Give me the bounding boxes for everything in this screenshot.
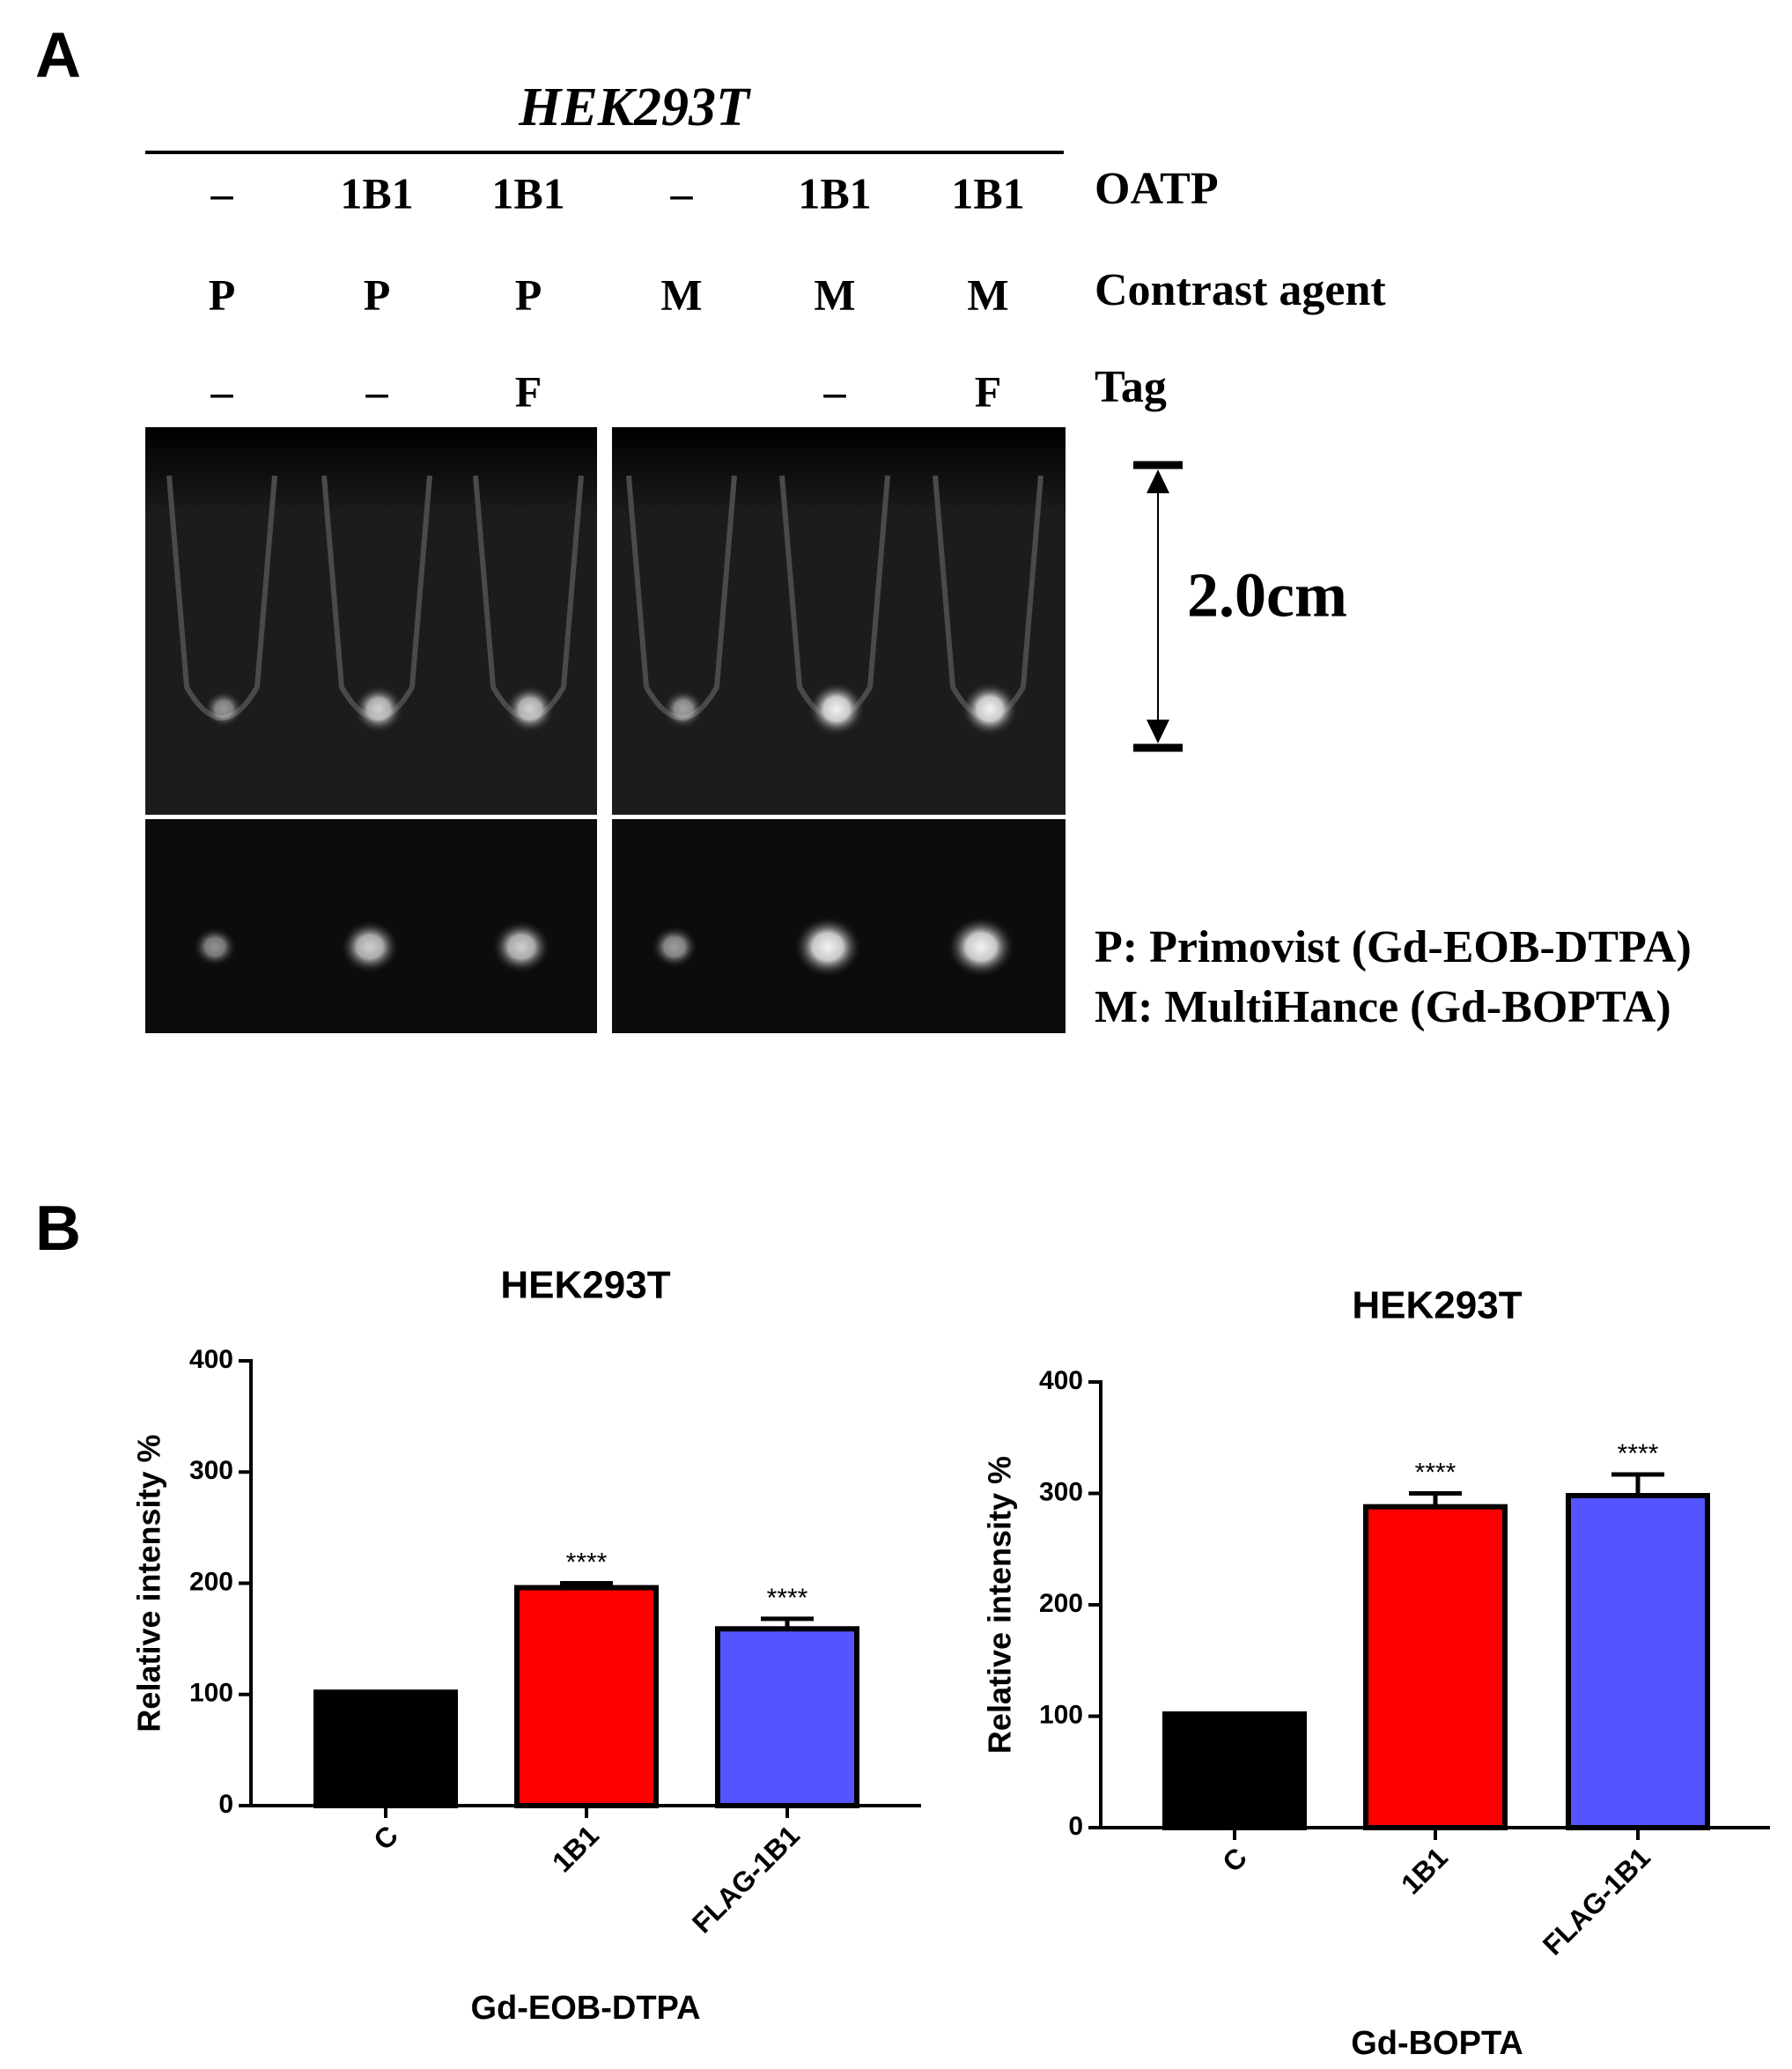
tube-signal	[505, 684, 556, 734]
spot-signal	[793, 916, 862, 978]
y-tick-label: 200	[1039, 1589, 1083, 1618]
bar	[1363, 1504, 1508, 1831]
chart-title: HEK293T	[500, 1264, 670, 1307]
tube-signal	[353, 684, 404, 734]
legend-entry: M: MultiHance (Gd-BOPTA)	[1095, 982, 1671, 1032]
cell-label: M	[967, 270, 1008, 319]
spot-signal	[491, 920, 551, 973]
y-tick-label: 200	[189, 1567, 233, 1596]
x-tick-label: FLAG-1B1	[1537, 1841, 1656, 1961]
cell-label: 1B1	[951, 168, 1024, 218]
bar	[1566, 1493, 1710, 1831]
row-label: Tag	[1095, 362, 1167, 412]
bar	[1162, 1711, 1307, 1830]
y-tick-label: 100	[1039, 1700, 1083, 1729]
cell-label: P	[209, 270, 236, 319]
bar	[313, 1689, 458, 1808]
chart-title: HEK293T	[1352, 1284, 1522, 1327]
row-label: Contrast agent	[1095, 265, 1386, 315]
spot-signal	[947, 916, 1015, 978]
y-tick-label: 100	[189, 1679, 233, 1708]
cell-label: P	[515, 270, 542, 319]
x-tick-label: C	[1216, 1841, 1253, 1878]
y-tick-label: 0	[1068, 1812, 1083, 1841]
y-tick-label: 400	[189, 1345, 233, 1374]
cell-label: P	[364, 270, 391, 319]
significance: ****	[767, 1584, 808, 1613]
significance: ****	[1618, 1439, 1659, 1468]
panel-label: A	[35, 20, 81, 91]
cell-label: –	[210, 366, 234, 416]
x-tick-label: 1B1	[1395, 1841, 1454, 1900]
tube-caps	[145, 427, 597, 511]
panel-title: HEK293T	[518, 78, 751, 137]
spot-signal	[651, 926, 698, 968]
tubes	[166, 475, 1043, 978]
tube-signal	[808, 682, 866, 736]
y-tick-label: 300	[189, 1456, 233, 1485]
x-tick-label: 1B1	[546, 1819, 605, 1878]
x-tick-label: FLAG-1B1	[686, 1819, 806, 1939]
panel-label: B	[35, 1193, 81, 1264]
cell-label: 1B1	[798, 168, 871, 218]
y-axis-label: Relative intensity %	[982, 1456, 1018, 1754]
cell-label: –	[823, 366, 847, 416]
bar	[715, 1626, 859, 1808]
cell-label: M	[814, 270, 855, 319]
cell-label: M	[660, 270, 702, 319]
x-axis-label: Gd-BOPTA	[1351, 2025, 1523, 2062]
scale-label: 2.0cm	[1187, 560, 1347, 631]
legend-entry: P: Primovist (Gd-EOB-DTPA)	[1095, 922, 1692, 972]
cell-label: 1B1	[340, 168, 413, 218]
tube-signal	[662, 689, 704, 729]
tube-signal	[203, 690, 244, 728]
y-tick-label: 400	[1039, 1366, 1083, 1395]
cell-label: –	[670, 168, 694, 218]
tube-signal	[961, 682, 1019, 736]
cell-label: –	[210, 168, 234, 218]
spot-signal	[193, 927, 237, 967]
arrow-head	[1147, 469, 1169, 493]
significance: ****	[566, 1548, 608, 1577]
bar	[514, 1585, 659, 1809]
x-tick-label: C	[367, 1819, 404, 1856]
y-axis-label: Relative intensity %	[131, 1434, 167, 1732]
cell-label: F	[515, 366, 542, 416]
row-label: OATP	[1095, 164, 1219, 214]
y-tick-label: 0	[218, 1790, 233, 1819]
mr-images	[145, 427, 1066, 1033]
significance: ****	[1415, 1458, 1456, 1487]
tube-caps	[612, 427, 1066, 511]
spot-signal	[340, 920, 400, 973]
cell-label: 1B1	[491, 168, 564, 218]
y-tick-label: 300	[1039, 1477, 1083, 1506]
scale-bar	[1133, 461, 1183, 752]
cell-label: F	[975, 366, 1002, 416]
cell-label: –	[365, 366, 389, 416]
x-axis-label: Gd-EOB-DTPA	[470, 1990, 700, 2027]
arrow-head	[1147, 720, 1169, 743]
